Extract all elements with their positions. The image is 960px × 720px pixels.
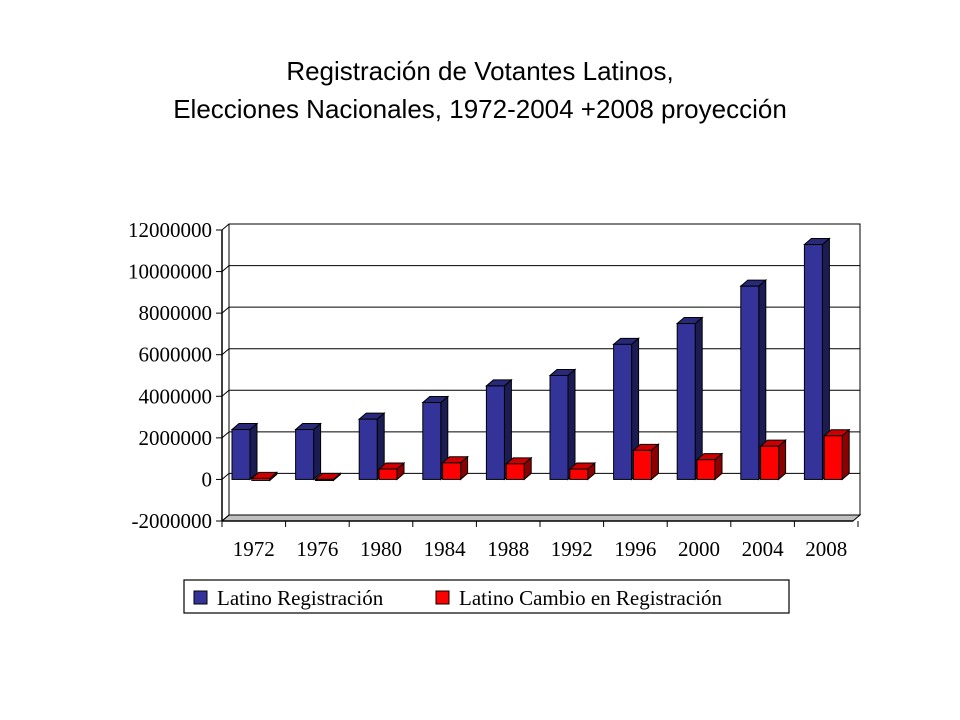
bar-front — [314, 478, 334, 481]
bar-front — [442, 462, 462, 480]
bar-registracion-1976 — [294, 422, 322, 481]
bar-registracion-1972 — [230, 422, 259, 481]
bar-side — [694, 316, 703, 481]
plot-floor — [220, 514, 862, 522]
legend-box — [183, 579, 790, 614]
chart-title-line1: Registración de Votantes Latinos, — [286, 56, 674, 86]
bar-registracion-1980 — [357, 412, 386, 481]
bar-front — [231, 429, 251, 480]
bar-front — [760, 445, 780, 480]
bars — [230, 237, 851, 482]
y-tick-label: 12000000 — [128, 218, 212, 242]
legend: Latino Registración Latino Cambio en Regi… — [183, 579, 790, 614]
bar-front — [505, 463, 525, 480]
bar-cambio-2004 — [759, 439, 787, 481]
y-tick-label: 10000000 — [128, 260, 212, 284]
bar-side — [567, 368, 576, 481]
bar-registracion-2004 — [739, 279, 768, 481]
x-tick-label: 1976 — [296, 537, 338, 561]
gridline-side — [221, 514, 230, 522]
bar-cambio-1980 — [377, 461, 406, 481]
bar-side — [841, 428, 850, 481]
bar-cambio-1992 — [568, 461, 597, 481]
y-tick-label: -2000000 — [132, 509, 213, 533]
bar-front — [358, 418, 378, 480]
y-tick-label: 8000000 — [139, 301, 213, 325]
legend-swatch — [435, 590, 450, 605]
bar-cambio-2008 — [822, 428, 851, 481]
bar-registracion-1984 — [421, 395, 450, 481]
bar-cambio-1996 — [632, 443, 660, 481]
bar-front — [613, 343, 633, 480]
gridline-side — [221, 389, 230, 397]
x-tick-label: 1988 — [487, 537, 529, 561]
bar-front — [632, 449, 652, 480]
bar-front — [485, 385, 505, 480]
bar-cambio-1972 — [250, 471, 279, 482]
bar-front — [251, 477, 271, 481]
legend-label: Latino Cambio en Registración — [459, 586, 723, 610]
gridline-side — [221, 306, 230, 314]
bar-front — [422, 402, 442, 480]
bar-front — [696, 459, 716, 480]
bar-cambio-2000 — [695, 452, 724, 481]
bar-front — [803, 244, 823, 480]
x-tick-label: 2008 — [805, 537, 847, 561]
bar-registracion-2000 — [675, 316, 704, 481]
x-tick-label: 2004 — [742, 537, 785, 561]
bar-cambio-1984 — [441, 455, 469, 481]
x-tick-label: 1996 — [614, 537, 656, 561]
x-tick-label: 1980 — [360, 537, 402, 561]
gridline-side — [221, 348, 230, 356]
gridline-side — [221, 431, 230, 439]
x-tick-label: 2000 — [678, 537, 720, 561]
y-tick-label: 6000000 — [139, 343, 213, 367]
bar-front — [569, 468, 589, 480]
gridline-side — [221, 473, 230, 480]
chart-title-line2: Elecciones Nacionales, 1972-2004 +2008 p… — [173, 94, 787, 124]
bar-front — [549, 375, 569, 480]
legend-swatch — [193, 590, 208, 605]
bar-cambio-1976 — [314, 472, 342, 482]
bar-side — [249, 422, 258, 481]
x-tick-label: 1972 — [233, 537, 275, 561]
y-tick-label: 0 — [202, 467, 213, 491]
legend-label: Latino Registración — [217, 586, 384, 610]
bar-registracion-1992 — [548, 368, 577, 481]
y-tick-label: 2000000 — [139, 426, 213, 450]
chart-title: Registración de Votantes Latinos, Elecci… — [0, 52, 960, 128]
bar-front — [823, 435, 843, 480]
bar-cambio-1988 — [504, 456, 533, 481]
bar-front — [378, 468, 398, 480]
bar-side — [313, 422, 322, 481]
bar-side — [778, 439, 787, 481]
bar-front — [295, 429, 315, 480]
y-tick-label: 4000000 — [139, 384, 213, 408]
gridline-side — [221, 223, 230, 231]
x-tick-label: 1992 — [551, 537, 593, 561]
gridline-side — [221, 265, 230, 272]
x-tick-label: 1984 — [424, 537, 467, 561]
bar-front — [740, 285, 760, 480]
bar-front — [676, 323, 696, 480]
axes: 12000000 10000000 8000000 6000000 4000000 200… — [128, 218, 859, 561]
